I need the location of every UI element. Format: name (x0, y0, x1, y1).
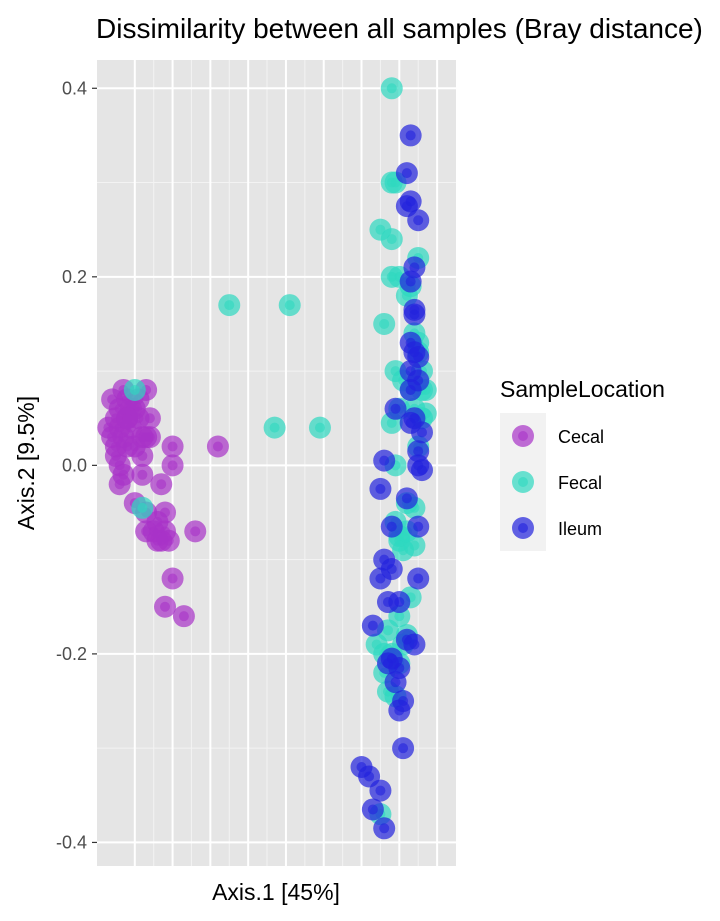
data-point-core (394, 597, 405, 608)
y-tick-label: 0.4 (62, 78, 87, 98)
data-point-core (379, 455, 390, 466)
data-point-core (178, 611, 189, 622)
data-point-core (137, 450, 148, 461)
data-point-core (375, 785, 386, 796)
data-points (97, 77, 437, 840)
data-point-core (144, 413, 155, 424)
data-point-core (156, 479, 167, 490)
data-point-core (405, 130, 416, 141)
series-ileum (350, 124, 433, 840)
data-point-core (144, 432, 155, 443)
legend-key-core (518, 477, 528, 487)
data-point-core (409, 262, 420, 273)
legend: SampleLocation Cecal Fecal Ileum (500, 376, 665, 551)
data-point-core (386, 271, 397, 282)
legend-title: SampleLocation (500, 376, 665, 402)
data-point-core (401, 168, 412, 179)
data-point-core (379, 823, 390, 834)
data-point-core (386, 417, 397, 428)
data-point-core (386, 521, 397, 532)
data-point-core (379, 318, 390, 329)
data-point-core (390, 177, 401, 188)
y-tick-label: 0.2 (62, 267, 87, 287)
data-point-core (163, 535, 174, 546)
data-point-core (398, 696, 409, 707)
data-point-core (409, 639, 420, 650)
legend-key-core (518, 523, 528, 533)
data-point-core (386, 564, 397, 575)
legend-label-cecal: Cecal (558, 427, 604, 447)
data-point-core (416, 427, 427, 438)
data-point-core (413, 573, 424, 584)
y-tick-label: -0.2 (56, 644, 87, 664)
data-point-core (386, 234, 397, 245)
data-point-core (386, 83, 397, 94)
data-point-core (114, 479, 125, 490)
data-point-core (390, 677, 401, 688)
data-point-core (382, 625, 393, 636)
data-point-core (405, 384, 416, 395)
data-point-core (401, 493, 412, 504)
data-point-core (398, 743, 409, 754)
legend-label-ileum: Ileum (558, 519, 602, 539)
legend-key-core (518, 431, 528, 441)
data-point-core (367, 804, 378, 815)
data-point-core (405, 276, 416, 287)
x-axis-label: Axis.1 [45%] (212, 879, 340, 905)
data-point-core (129, 384, 140, 395)
data-point-core (390, 403, 401, 414)
data-point-core (190, 526, 201, 537)
data-point-core (314, 422, 325, 433)
data-point-core (167, 441, 178, 452)
data-point-core (375, 224, 386, 235)
y-tick-label: -0.4 (56, 832, 87, 852)
data-point-core (212, 441, 223, 452)
data-point-core (413, 521, 424, 532)
data-point-core (141, 526, 152, 537)
data-point-core (416, 465, 427, 476)
data-point-core (364, 771, 375, 782)
y-axis-ticks: -0.4 -0.2 0.0 0.2 0.4 (56, 78, 97, 852)
data-point-core (405, 196, 416, 207)
data-point-core (413, 351, 424, 362)
data-point-core (367, 620, 378, 631)
y-tick-label: 0.0 (62, 455, 87, 475)
data-point-core (409, 413, 420, 424)
data-point-core (167, 573, 178, 584)
data-point-core (167, 460, 178, 471)
data-point-core (160, 601, 171, 612)
data-point-core (284, 300, 295, 311)
data-point-core (413, 446, 424, 457)
data-point-core (137, 502, 148, 513)
data-point-core (224, 300, 235, 311)
data-point-core (137, 469, 148, 480)
chart-title: Dissimilarity between all samples (Bray … (96, 13, 703, 44)
data-point-core (413, 215, 424, 226)
data-point-core (122, 413, 133, 424)
series-cecal (97, 378, 229, 628)
data-point-core (401, 290, 412, 301)
data-point-core (394, 663, 405, 674)
data-point-core (375, 483, 386, 494)
legend-label-fecal: Fecal (558, 473, 602, 493)
data-point-core (160, 507, 171, 518)
data-point-core (409, 540, 420, 551)
data-point-core (409, 309, 420, 320)
data-point-core (394, 611, 405, 622)
data-point-core (269, 422, 280, 433)
data-point-core (375, 573, 386, 584)
y-axis-label: Axis.2 [9.5%] (13, 396, 39, 530)
